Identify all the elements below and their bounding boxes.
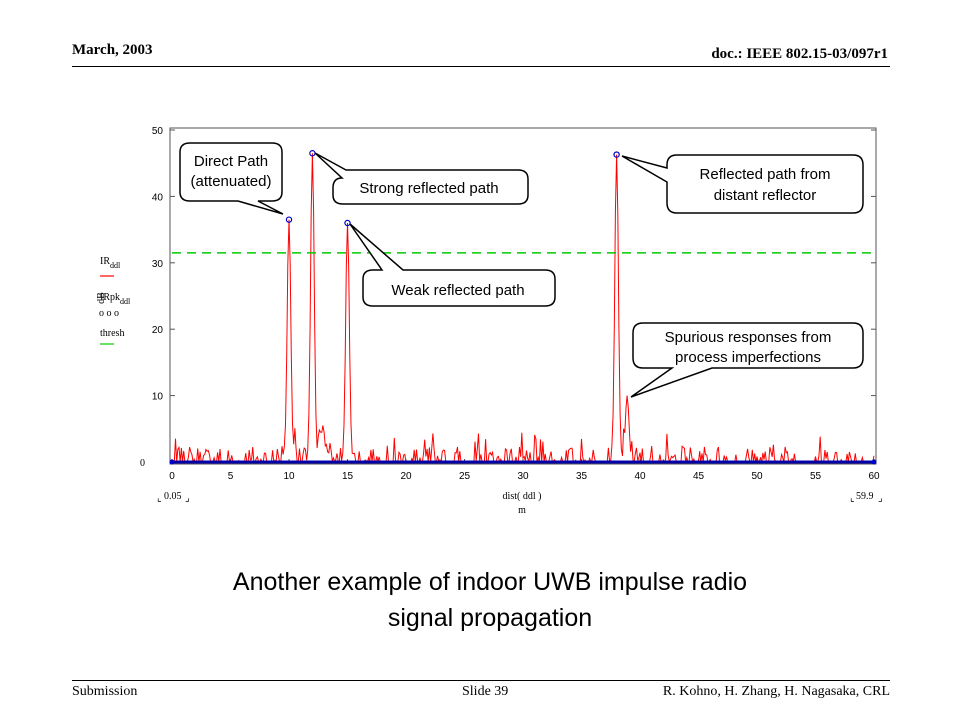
x-tick-label: 40 xyxy=(634,471,646,482)
y-tick-label: 20 xyxy=(152,325,164,336)
y-axis-ticks: 10 20 30 40 50 xyxy=(152,126,876,403)
x-tick-label: 25 xyxy=(459,471,471,482)
callout-spurious-responses: Spurious responses from process imperfec… xyxy=(630,322,864,398)
peak-marker xyxy=(344,219,351,227)
legend-thresh-name: thresh xyxy=(100,328,124,339)
x-range-max-bracket-right: ⌟ xyxy=(878,493,883,504)
y-axis-label: dB xyxy=(96,292,107,304)
callout-spurious-line2: process imperfections xyxy=(675,349,821,366)
y-tick-label: 30 xyxy=(152,259,164,270)
signal-layer xyxy=(171,153,875,464)
footer-slide-number: Slide 39 xyxy=(462,684,509,699)
y-tick-label: 50 xyxy=(152,126,164,137)
x-tick-label: 45 xyxy=(693,471,705,482)
x-tick-label: 0 xyxy=(169,471,175,482)
legend-irpk-swatch: o o o xyxy=(99,308,119,319)
footer-submission: Submission xyxy=(72,684,138,699)
callout-weak-reflected: Weak reflected path xyxy=(349,223,556,307)
legend-irpk-name: IRpkddl xyxy=(100,292,131,306)
y-min-label: 0 xyxy=(140,458,145,469)
legend: IRddl IRpkddl o o o thresh xyxy=(99,256,131,345)
baseline-endpoint xyxy=(169,459,175,465)
callout-direct-line1: Direct Path xyxy=(194,153,268,170)
impulse-response-trace xyxy=(171,153,875,464)
x-range-max-bracket-left: ⌞ xyxy=(850,493,855,504)
callout-spurious-line1: Spurious responses from xyxy=(665,329,832,346)
x-tick-label: 5 xyxy=(228,471,234,482)
x-range-max: 59.9 xyxy=(856,491,874,502)
y-tick-label: 10 xyxy=(152,392,164,403)
callout-direct-path: Direct Path (attenuated) xyxy=(179,142,284,215)
callout-weak-line1: Weak reflected path xyxy=(391,282,524,299)
y-tick-label: 40 xyxy=(152,192,164,203)
footer-authors: R. Kohno, H. Zhang, H. Nagasaka, CRL xyxy=(662,684,890,699)
legend-ir-name: IRddl xyxy=(100,256,121,270)
footer-divider xyxy=(72,680,890,681)
header-divider xyxy=(72,66,890,67)
x-tick-label: 10 xyxy=(283,471,295,482)
caption-line-2: signal propagation xyxy=(387,604,593,632)
slide-caption: Another example of indoor UWB impulse ra… xyxy=(120,564,860,636)
x-range-min: 0.05 xyxy=(164,491,182,502)
x-tick-label: 60 xyxy=(868,471,880,482)
header-date: March, 2003 xyxy=(72,42,153,58)
caption-line-1: Another example of indoor UWB impulse ra… xyxy=(232,568,748,596)
x-axis-label: dist( ddl ) xyxy=(503,491,542,502)
x-tick-label: 20 xyxy=(400,471,412,482)
callout-strong-reflected: Strong reflected path xyxy=(314,152,529,205)
x-range-min-bracket-left: ⌞ xyxy=(157,493,162,504)
baseline-endpoint xyxy=(871,459,877,465)
x-tick-label: 30 xyxy=(517,471,529,482)
x-range-min-bracket-right: ⌟ xyxy=(185,493,190,504)
callout-strong-line1: Strong reflected path xyxy=(359,180,498,197)
callout-distant-reflector: Reflected path from distant reflector xyxy=(621,154,864,214)
x-axis-unit: m xyxy=(518,505,526,516)
peak-marker xyxy=(285,216,293,223)
uwb-impulse-response-chart: 10 20 30 40 50 0 5 10 15 20 25 30 35 40 45 50 55 60 dB d… xyxy=(96,126,883,516)
peak-marker xyxy=(613,151,620,158)
callout-direct-line2: (attenuated) xyxy=(191,173,272,190)
x-tick-label: 15 xyxy=(342,471,354,482)
callout-distant-line2: distant reflector xyxy=(714,187,817,204)
x-tick-label: 35 xyxy=(576,471,588,482)
peak-markers xyxy=(169,150,877,465)
header-doc-id: doc.: IEEE 802.15-03/097r1 xyxy=(711,46,888,62)
callout-distant-line1: Reflected path from xyxy=(700,166,831,183)
x-tick-label: 55 xyxy=(810,471,822,482)
x-tick-label: 50 xyxy=(751,471,763,482)
